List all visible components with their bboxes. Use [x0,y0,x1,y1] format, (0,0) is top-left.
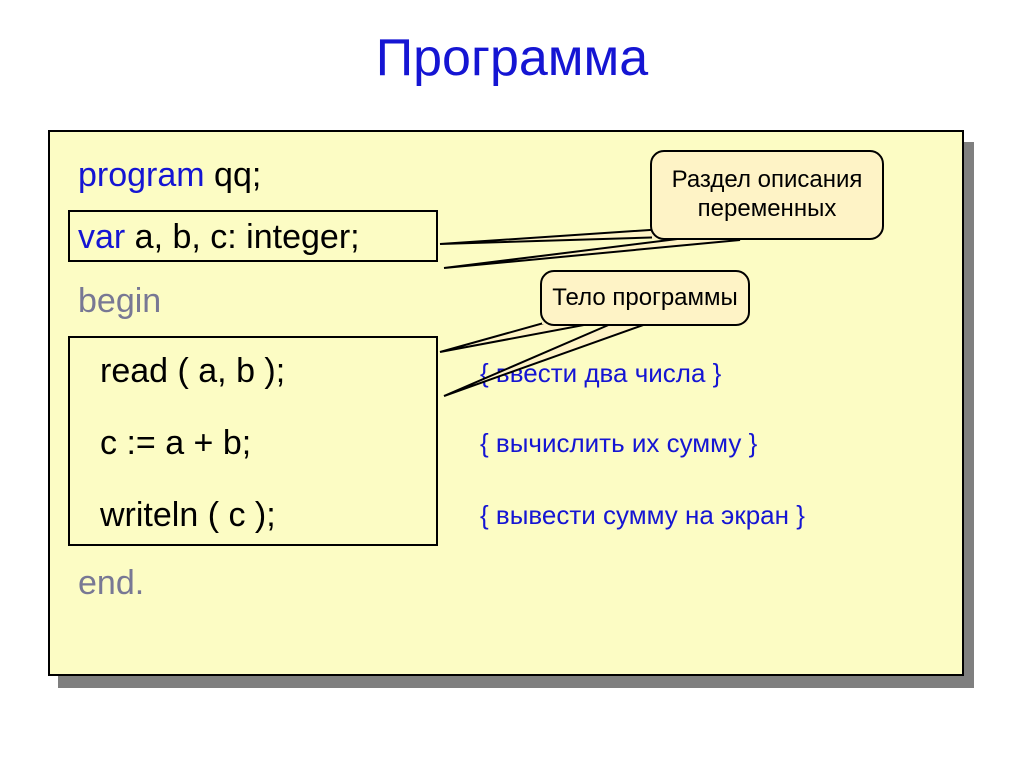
callout-label: Тело программы [552,284,738,313]
program-body-box [68,336,438,546]
callout-variables-section: Раздел описания переменных [650,150,884,240]
code-line-7: end. [78,564,144,603]
keyword-program: program [78,156,205,194]
slide-title: Программа [0,0,1024,88]
var-declaration-box [68,210,438,262]
comment-input: { ввести два числа } [480,358,721,389]
callout-program-body: Тело программы [540,270,750,326]
callout-label: Раздел описания переменных [660,166,874,224]
code-line-1: program qq; [78,156,261,195]
comment-output: { вывести сумму на экран } [480,500,805,531]
code-text: qq; [205,156,262,194]
code-line-3: begin [78,282,161,321]
slide: Программа program qq; var a, b, c: integ… [0,0,1024,768]
comment-sum: { вычислить их сумму } [480,428,757,459]
